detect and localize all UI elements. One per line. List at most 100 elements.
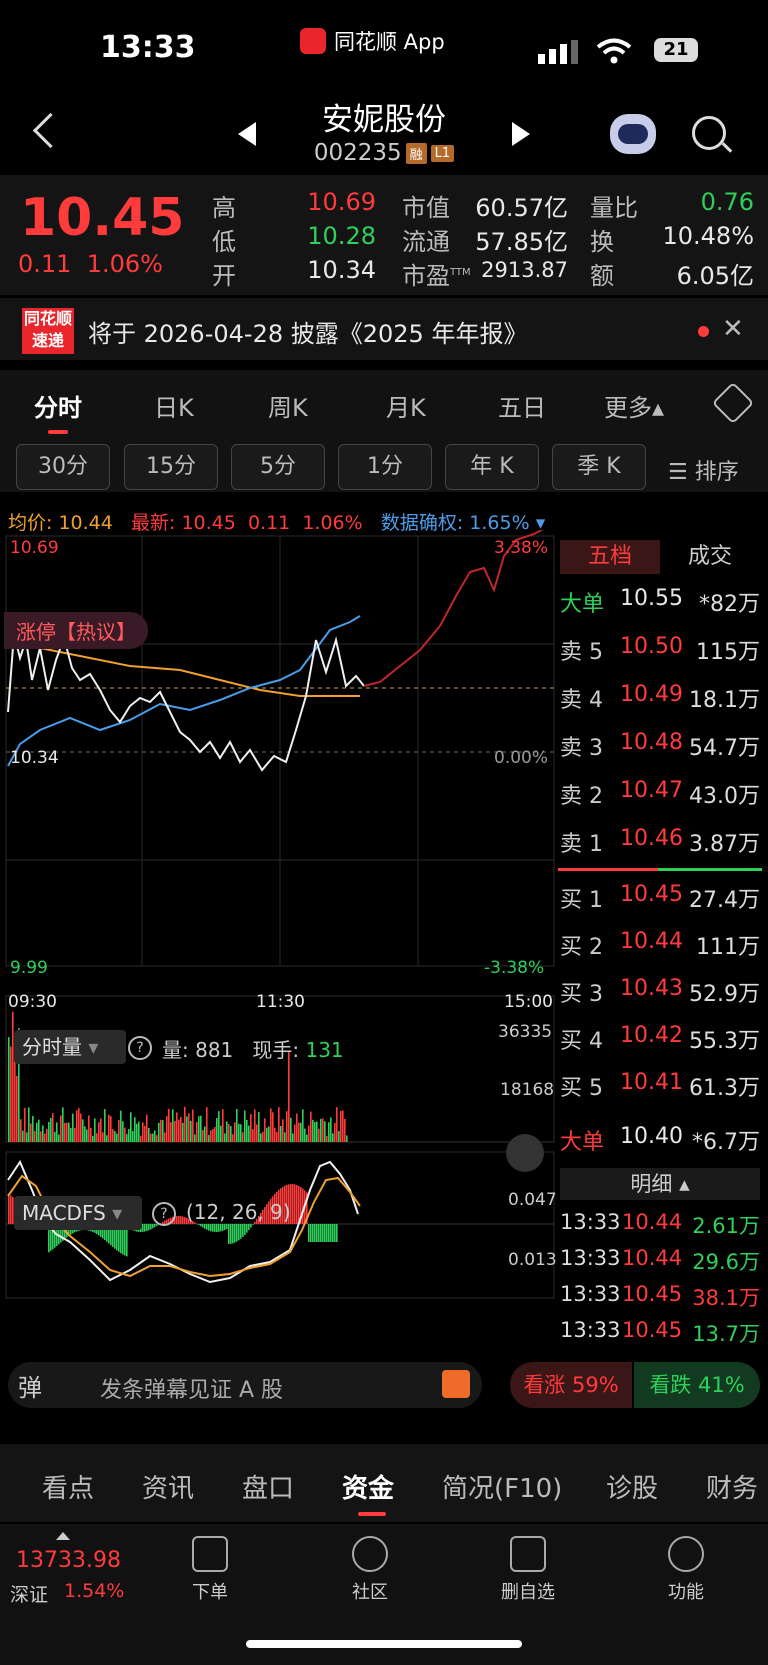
volume-bar bbox=[214, 1126, 216, 1142]
prev-stock-icon[interactable] bbox=[238, 122, 256, 146]
tab-five-day[interactable]: 五日 bbox=[498, 394, 546, 422]
period-30min-button[interactable]: 30分 bbox=[16, 444, 110, 490]
volume-bar bbox=[54, 1131, 56, 1142]
volume-bar bbox=[98, 1122, 100, 1142]
volume-bar bbox=[144, 1125, 146, 1142]
danmu-placeholder[interactable]: 发条弹幕见证 A 股 bbox=[100, 1378, 284, 1403]
orderbook-row[interactable]: 卖 2 10.47 43.0万 bbox=[560, 778, 760, 818]
macd-help-icon[interactable]: ? bbox=[152, 1202, 176, 1226]
volume-bar bbox=[122, 1121, 124, 1142]
nav-functions-button[interactable]: 功能 bbox=[636, 1536, 736, 1604]
volume-bar bbox=[326, 1135, 328, 1142]
index-value[interactable]: 13733.98 bbox=[16, 1548, 121, 1573]
volume-indicator-selector[interactable]: 分时量 ▾ bbox=[14, 1030, 126, 1064]
volume-bar bbox=[336, 1107, 338, 1142]
volume-bar bbox=[226, 1121, 228, 1142]
period-year-k-button[interactable]: 年 K bbox=[445, 444, 539, 490]
orderbook-row[interactable]: 买 4 10.42 55.3万 bbox=[560, 1023, 760, 1063]
volume-bar bbox=[322, 1118, 324, 1142]
nav-order-button[interactable]: 下单 bbox=[160, 1536, 260, 1604]
volume-bar bbox=[222, 1109, 224, 1142]
volume-bar bbox=[36, 1122, 38, 1142]
orderbook-row[interactable]: 买 3 10.43 52.9万 bbox=[560, 976, 760, 1016]
volume-bar bbox=[16, 1075, 18, 1142]
tab-monthly-k[interactable]: 月K bbox=[386, 394, 426, 422]
news-text[interactable]: 将于 2026-04-28 披露《2025 年年报》 bbox=[88, 320, 528, 348]
tab-five-levels[interactable]: 五档 bbox=[560, 540, 660, 574]
orderbook-row[interactable]: 卖 5 10.50 115万 bbox=[560, 634, 760, 674]
turnover-label: 换 bbox=[590, 228, 614, 256]
volume-bar bbox=[156, 1135, 158, 1142]
volume-bar bbox=[278, 1107, 280, 1142]
home-indicator[interactable] bbox=[246, 1640, 522, 1648]
volume-bar bbox=[194, 1134, 196, 1142]
tab-orderflow[interactable]: 盘口 bbox=[242, 1474, 295, 1504]
period-quarter-k-button[interactable]: 季 K bbox=[552, 444, 646, 490]
orderbook-row[interactable]: 买 1 10.45 27.4万 bbox=[560, 882, 760, 922]
pct-axis-mid: 0.00% bbox=[494, 748, 549, 768]
fullscreen-icon[interactable] bbox=[506, 1134, 544, 1172]
tab-daily-k[interactable]: 日K bbox=[154, 394, 194, 422]
bearish-button[interactable]: 看跌 41% bbox=[634, 1362, 760, 1408]
volume-bar bbox=[342, 1110, 344, 1142]
tab-finance[interactable]: 财务 bbox=[706, 1474, 759, 1504]
next-stock-icon[interactable] bbox=[512, 122, 530, 146]
close-icon[interactable]: ✕ bbox=[722, 314, 744, 344]
orderbook-row[interactable]: 大单 10.40 *6.7万 bbox=[560, 1124, 760, 1164]
tab-trades[interactable]: 成交 bbox=[687, 544, 732, 569]
detail-header[interactable]: 明细 ▴ bbox=[560, 1168, 760, 1200]
volume-bar bbox=[170, 1122, 172, 1142]
orderbook-row-label: 卖 1 bbox=[560, 832, 603, 857]
search-icon[interactable] bbox=[692, 116, 726, 150]
app-tag[interactable]: 同花顺 App bbox=[300, 26, 445, 56]
volume-bar bbox=[72, 1113, 74, 1142]
limit-up-badge[interactable]: 涨停【热议】 bbox=[4, 612, 148, 649]
tab-intraday[interactable]: 分时 bbox=[34, 394, 82, 422]
volume-bar bbox=[232, 1134, 234, 1142]
help-icon[interactable]: ? bbox=[128, 1036, 152, 1060]
nav-remove-watchlist-button[interactable]: 删自选 bbox=[478, 1536, 578, 1604]
macd-bar bbox=[12, 1197, 14, 1224]
nav-community-button[interactable]: 社区 bbox=[320, 1536, 420, 1604]
macd-bar bbox=[272, 1196, 274, 1224]
macd-indicator-selector[interactable]: MACDFS ▾ bbox=[14, 1196, 142, 1230]
bullish-button[interactable]: 看涨 59% bbox=[510, 1362, 632, 1408]
macd-bar bbox=[316, 1224, 318, 1242]
volume-bar bbox=[346, 1135, 348, 1142]
tab-weekly-k[interactable]: 周K bbox=[268, 394, 308, 422]
tab-highlights[interactable]: 看点 bbox=[42, 1474, 95, 1504]
sort-button[interactable]: ☰ 排序 bbox=[668, 460, 739, 485]
macd-bar bbox=[292, 1184, 294, 1224]
tab-capital[interactable]: 资金 bbox=[342, 1474, 395, 1504]
bottom-tab-underline bbox=[358, 1512, 386, 1516]
orderbook-row[interactable]: 买 5 10.41 61.3万 bbox=[560, 1070, 760, 1110]
danmu-input[interactable] bbox=[8, 1362, 482, 1408]
change-pct: 1.06% bbox=[86, 250, 163, 278]
macd-bar bbox=[328, 1224, 330, 1242]
macd-bar bbox=[100, 1224, 102, 1237]
period-1min-button[interactable]: 1分 bbox=[338, 444, 432, 490]
macd-bar bbox=[332, 1224, 334, 1242]
orderbook-row[interactable]: 卖 3 10.48 54.7万 bbox=[560, 730, 760, 770]
tab-f10[interactable]: 简况(F10) bbox=[442, 1474, 563, 1504]
danmu-icon[interactable]: 弹 bbox=[18, 1374, 42, 1402]
volume-bar bbox=[314, 1122, 316, 1142]
info-tabs-panel bbox=[0, 1444, 768, 1522]
news-strip[interactable] bbox=[0, 298, 768, 360]
period-5min-button[interactable]: 5分 bbox=[231, 444, 325, 490]
gift-icon[interactable] bbox=[442, 1370, 470, 1398]
macd-bar bbox=[234, 1224, 236, 1243]
tab-diagnosis[interactable]: 诊股 bbox=[606, 1474, 659, 1504]
orderbook-row[interactable]: 大单 10.55 *82万 bbox=[560, 586, 760, 626]
tab-more[interactable]: 更多▴ bbox=[604, 394, 665, 422]
community-icon bbox=[352, 1536, 388, 1572]
orderbook-row[interactable]: 卖 1 10.46 3.87万 bbox=[560, 826, 760, 866]
last-pct: 1.06% bbox=[302, 512, 363, 534]
period-15min-button[interactable]: 15分 bbox=[124, 444, 218, 490]
tab-news[interactable]: 资讯 bbox=[142, 1474, 195, 1504]
volume-bar bbox=[292, 1133, 294, 1142]
macd-bar bbox=[242, 1224, 244, 1237]
robot-assistant-icon[interactable] bbox=[610, 114, 656, 154]
orderbook-row[interactable]: 卖 4 10.49 18.1万 bbox=[560, 682, 760, 722]
orderbook-row[interactable]: 买 2 10.44 111万 bbox=[560, 929, 760, 969]
